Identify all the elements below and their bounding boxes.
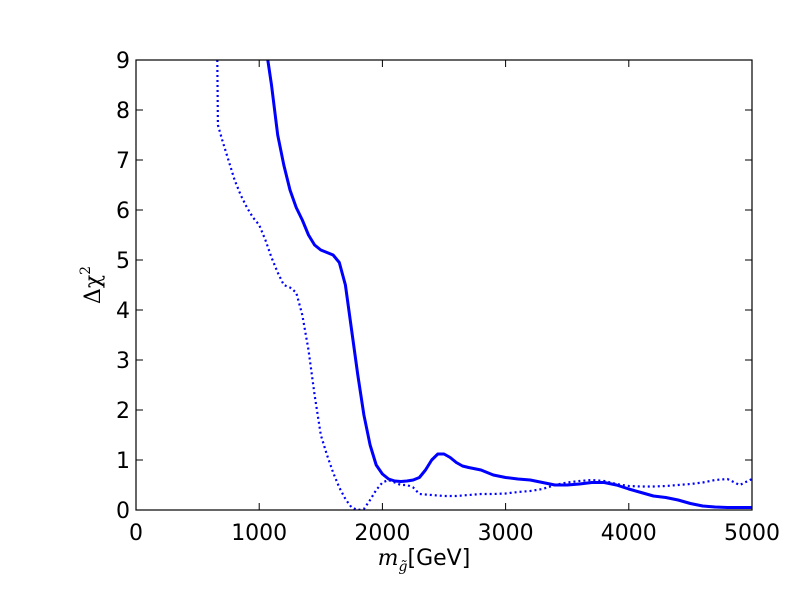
y-axis-label-prefix: Δχ bbox=[81, 275, 106, 304]
y-tick-label: 9 bbox=[116, 49, 130, 74]
y-tick-label: 4 bbox=[116, 299, 130, 324]
x-axis-label: mg̃[GeV] bbox=[378, 546, 471, 575]
series-line-solid bbox=[266, 59, 752, 509]
y-tick-label: 2 bbox=[116, 399, 130, 424]
y-tick-label: 8 bbox=[116, 99, 130, 124]
x-tick-label: 2000 bbox=[354, 521, 410, 546]
x-axis-label-var: m bbox=[378, 546, 399, 571]
x-axis-label-unit: [GeV] bbox=[408, 546, 471, 571]
x-tick-label: 5000 bbox=[724, 521, 780, 546]
x-axis-label-sub: g̃ bbox=[399, 559, 408, 575]
y-tick-label: 6 bbox=[116, 199, 130, 224]
y-axis-label-sup: 2 bbox=[78, 266, 94, 275]
y-tick-label: 5 bbox=[116, 249, 130, 274]
x-tick-label: 0 bbox=[129, 521, 143, 546]
x-tick-label: 1000 bbox=[231, 521, 287, 546]
x-tick-label: 3000 bbox=[478, 521, 534, 546]
series-line-dotted bbox=[216, 59, 752, 510]
y-tick-label: 7 bbox=[116, 149, 130, 174]
y-tick-label: 3 bbox=[116, 349, 130, 374]
plot-frame bbox=[135, 59, 753, 511]
y-tick-label: 1 bbox=[116, 449, 130, 474]
plot-marks bbox=[216, 59, 752, 510]
axis-ticks: 0 1000 2000 3000 4000 5000 0 1 2 3 4 5 6 7 8 9 bbox=[116, 49, 780, 546]
y-axis-label: Δχ2 bbox=[78, 266, 106, 304]
y-tick-label: 0 bbox=[116, 499, 130, 524]
x-tick-label: 4000 bbox=[601, 521, 657, 546]
